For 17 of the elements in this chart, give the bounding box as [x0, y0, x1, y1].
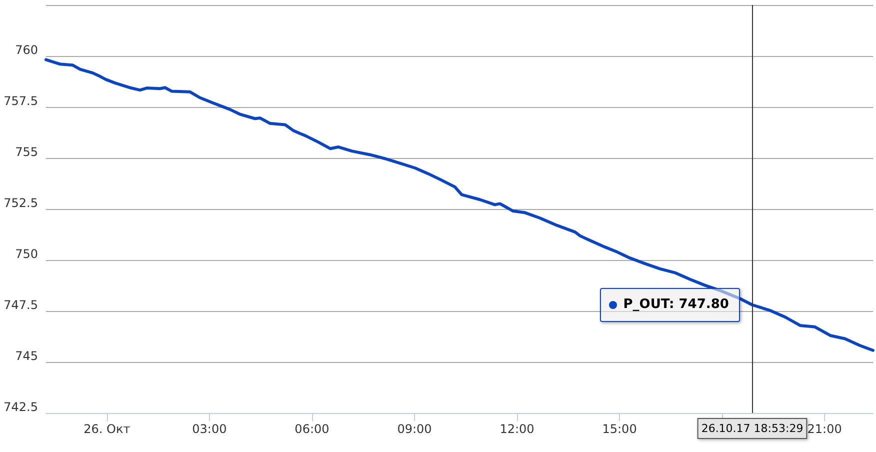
y-tick-label: 747.5 — [4, 298, 38, 312]
y-tick-label: 755 — [15, 145, 38, 159]
y-tick-label: 757.5 — [4, 94, 38, 108]
y-tick-label: 760 — [15, 43, 38, 57]
y-tick-label: 745 — [15, 349, 38, 363]
x-tick-label: 03:00 — [192, 422, 227, 436]
y-tick-label: 742.5 — [4, 400, 38, 414]
x-tick-label: 15:00 — [602, 422, 637, 436]
annotation: P_OUT: 747.80 — [623, 297, 729, 312]
x-tick-label: 21:00 — [807, 422, 842, 436]
y-tick-label: 752.5 — [4, 196, 38, 210]
x-tick-label: 06:00 — [294, 422, 330, 436]
ref-line-label: 26.10.17 18:53:29 — [701, 422, 804, 435]
x-tick-label: 12:00 — [500, 422, 534, 436]
x-tick-label: 26. Окт — [84, 422, 130, 436]
y-tick-label: 750 — [15, 247, 38, 261]
x-tick-label: 09:00 — [397, 422, 432, 436]
